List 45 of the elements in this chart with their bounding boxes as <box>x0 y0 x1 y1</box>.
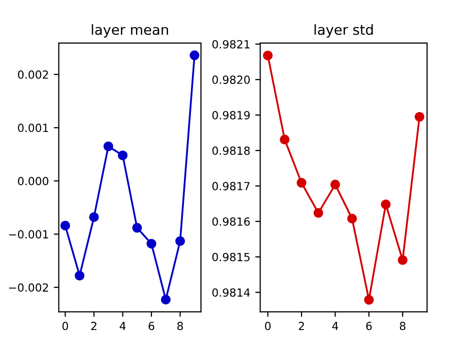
point <box>314 208 324 218</box>
chart-title: layer std <box>314 24 373 38</box>
point <box>296 178 306 188</box>
point <box>262 50 273 60</box>
y-tick-label: 0.9818 <box>212 146 250 155</box>
x-tick-label: 2 <box>91 322 96 330</box>
point <box>280 134 290 144</box>
point <box>398 255 408 265</box>
point <box>160 294 171 304</box>
chart-title: layer mean <box>92 24 168 38</box>
point <box>118 150 128 160</box>
x-tick-label: 0 <box>265 322 271 330</box>
point <box>414 112 424 122</box>
point <box>380 200 391 210</box>
y-tick-label: 0.9820 <box>212 76 250 84</box>
x-tick-label: 4 <box>332 322 338 330</box>
y-tick-label: −0.002 <box>9 283 48 292</box>
point <box>132 222 142 233</box>
y-tick-label: 0.9814 <box>212 288 250 297</box>
point <box>103 141 114 152</box>
x-tick-label: 6 <box>366 322 372 330</box>
point <box>175 236 186 246</box>
x-tick-label: 8 <box>177 322 183 330</box>
x-tick-label: 2 <box>298 322 304 330</box>
y-tick-label: 0.9816 <box>212 217 250 226</box>
y-tick-label: 0.9817 <box>212 182 250 190</box>
point <box>60 220 70 230</box>
x-tick-label: 0 <box>62 322 68 330</box>
point <box>347 214 357 224</box>
point <box>190 50 200 60</box>
y-tick-label: 0.9815 <box>212 252 250 262</box>
y-tick-label: −0.001 <box>9 230 48 239</box>
point <box>89 212 99 222</box>
point <box>146 238 156 249</box>
x-tick-label: 4 <box>120 322 126 330</box>
y-tick-label: 0.002 <box>18 70 48 79</box>
y-tick-label: 0.001 <box>18 124 48 132</box>
x-tick-label: 8 <box>400 322 406 330</box>
point <box>330 180 340 190</box>
point <box>364 294 374 305</box>
y-tick-label: 0.9819 <box>212 111 250 120</box>
point <box>74 270 84 281</box>
y-tick-label: 0.9821 <box>212 40 250 48</box>
x-tick-label: 6 <box>148 322 154 330</box>
y-tick-label: 0.000 <box>18 176 48 186</box>
